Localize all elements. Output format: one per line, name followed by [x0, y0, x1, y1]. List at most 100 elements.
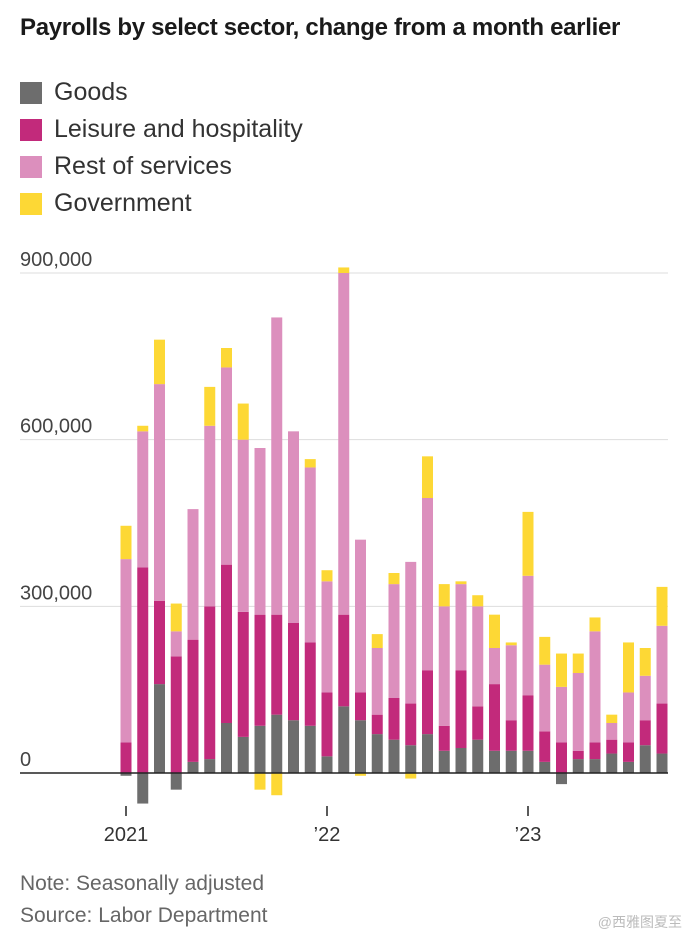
- bar-government: [120, 525, 132, 560]
- bar-goods: [572, 759, 584, 773]
- bar-government: [154, 339, 165, 385]
- bar-goods: [137, 773, 149, 804]
- bar-rest: [623, 692, 634, 743]
- legend-item-leisure: Leisure and hospitality: [20, 111, 303, 148]
- bar-rest: [154, 384, 165, 601]
- bar-government: [388, 573, 400, 585]
- bar-goods: [204, 759, 216, 773]
- bar-goods: [371, 734, 383, 773]
- bar-leisure: [639, 720, 651, 746]
- bar-government: [623, 642, 634, 693]
- bar-government: [589, 617, 601, 632]
- bar-leisure: [438, 725, 450, 751]
- bar-rest: [338, 273, 350, 615]
- bar-rest: [237, 439, 249, 612]
- legend-label-rest: Rest of services: [54, 152, 232, 180]
- bar-government: [170, 603, 182, 632]
- bar-goods: [271, 714, 283, 773]
- bar-government: [522, 511, 534, 576]
- bar-leisure: [472, 706, 484, 740]
- bar-goods: [472, 739, 484, 773]
- bar-government: [556, 653, 567, 687]
- chart-title: Payrolls by select sector, change from a…: [20, 14, 621, 41]
- legend-item-goods: Goods: [20, 74, 303, 111]
- bar-goods: [589, 759, 601, 773]
- bar-goods: [288, 720, 299, 773]
- bar-rest: [639, 675, 651, 721]
- bar-government: [237, 403, 249, 440]
- bar-goods: [254, 725, 266, 773]
- bar-rest: [589, 631, 601, 743]
- bar-goods: [221, 723, 232, 773]
- bar-rest: [304, 467, 316, 643]
- bar-leisure: [288, 623, 299, 721]
- bar-leisure: [137, 567, 149, 773]
- bar-leisure: [120, 742, 132, 773]
- bar-rest: [170, 631, 182, 657]
- bar-rest: [606, 723, 618, 740]
- bar-goods: [422, 734, 433, 773]
- legend-swatch-goods: [20, 81, 42, 104]
- bar-leisure: [505, 720, 517, 751]
- bar-leisure: [572, 750, 584, 760]
- bar-goods: [338, 706, 350, 773]
- bar-leisure: [422, 670, 433, 735]
- bar-goods: [154, 684, 165, 773]
- bar-rest: [455, 584, 467, 671]
- legend-swatch-government: [20, 192, 42, 215]
- bar-rest: [656, 625, 668, 704]
- bar-leisure: [170, 656, 182, 773]
- bar-goods: [438, 750, 450, 773]
- bar-leisure: [187, 639, 199, 762]
- bar-rest: [438, 606, 450, 726]
- bar-leisure: [522, 695, 534, 751]
- bar-rest: [288, 431, 299, 623]
- bar-goods: [321, 756, 333, 773]
- bar-goods: [405, 745, 417, 773]
- bar-leisure: [154, 600, 165, 685]
- bar-leisure: [606, 739, 618, 754]
- bar-goods: [120, 773, 132, 776]
- bar-government: [639, 648, 651, 676]
- bar-goods: [489, 750, 500, 773]
- bar-leisure: [455, 670, 467, 748]
- x-tick-label: 2021: [104, 824, 149, 846]
- bar-government: [338, 267, 350, 273]
- bar-goods: [656, 753, 668, 773]
- bar-leisure: [338, 614, 350, 707]
- watermark: @西雅图夏至: [597, 914, 682, 930]
- source-note: Source: Labor Department: [20, 904, 268, 927]
- bar-government: [304, 459, 316, 468]
- bar-government: [539, 636, 551, 665]
- bar-government: [371, 634, 383, 648]
- bar-government: [438, 584, 450, 607]
- bar-leisure: [321, 692, 333, 757]
- bar-leisure: [489, 684, 500, 751]
- bar-government: [321, 570, 333, 582]
- footnote: Note: Seasonally adjusted: [20, 872, 264, 895]
- bar-goods: [388, 739, 400, 773]
- legend-swatch-leisure: [20, 118, 42, 141]
- bar-government: [489, 614, 500, 648]
- bar-government: [254, 773, 266, 790]
- legend-label-goods: Goods: [54, 78, 128, 106]
- bar-goods: [455, 748, 467, 773]
- bar-goods: [237, 736, 249, 773]
- legend-label-government: Government: [54, 189, 192, 217]
- bar-rest: [355, 539, 366, 693]
- bar-rest: [254, 448, 266, 615]
- bar-rest: [422, 498, 433, 671]
- bar-government: [656, 586, 668, 626]
- bar-rest: [204, 425, 216, 607]
- bar-leisure: [237, 611, 249, 737]
- y-tick-label: 300,000: [20, 582, 92, 604]
- bar-rest: [522, 575, 534, 696]
- bar-government: [472, 595, 484, 607]
- bar-leisure: [254, 614, 266, 726]
- bar-government: [355, 773, 366, 776]
- bar-government: [204, 386, 216, 426]
- bar-government: [422, 456, 433, 498]
- bar-rest: [556, 686, 567, 743]
- x-tick-label: ’23: [515, 824, 542, 846]
- bar-leisure: [539, 731, 551, 762]
